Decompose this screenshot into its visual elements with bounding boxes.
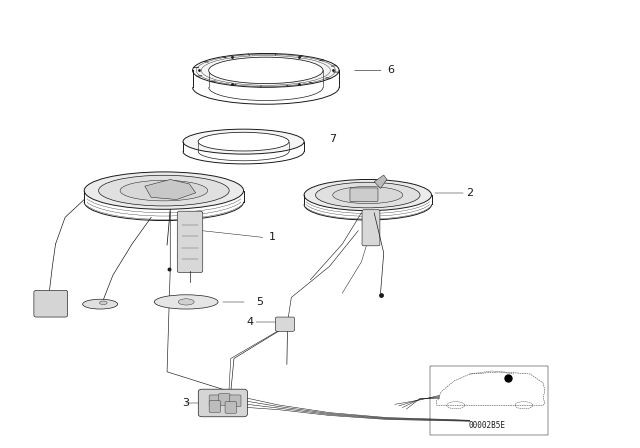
Polygon shape <box>374 175 387 188</box>
FancyBboxPatch shape <box>230 395 241 406</box>
Text: 7: 7 <box>330 134 337 144</box>
Ellipse shape <box>304 180 431 211</box>
Ellipse shape <box>198 132 289 151</box>
FancyBboxPatch shape <box>177 211 203 273</box>
Ellipse shape <box>84 172 244 209</box>
Text: 3: 3 <box>182 398 189 408</box>
Text: 4: 4 <box>246 317 253 327</box>
Ellipse shape <box>99 175 229 206</box>
Text: 2: 2 <box>467 188 474 198</box>
Text: 00002B5E: 00002B5E <box>468 421 506 430</box>
Ellipse shape <box>209 57 323 84</box>
Text: 6: 6 <box>387 65 394 75</box>
Ellipse shape <box>178 299 194 305</box>
Ellipse shape <box>100 301 107 305</box>
FancyBboxPatch shape <box>350 188 378 202</box>
Ellipse shape <box>193 53 339 87</box>
Text: 5: 5 <box>256 297 263 307</box>
FancyBboxPatch shape <box>225 402 237 413</box>
Ellipse shape <box>183 129 304 154</box>
FancyBboxPatch shape <box>209 395 221 406</box>
Ellipse shape <box>154 295 218 309</box>
Ellipse shape <box>83 299 118 309</box>
Bar <box>430 366 548 435</box>
FancyBboxPatch shape <box>275 317 294 332</box>
Ellipse shape <box>120 181 208 201</box>
FancyBboxPatch shape <box>362 210 380 246</box>
Ellipse shape <box>333 186 403 204</box>
Polygon shape <box>145 180 196 199</box>
Text: 1: 1 <box>269 233 276 242</box>
FancyBboxPatch shape <box>209 401 221 412</box>
FancyBboxPatch shape <box>198 389 247 417</box>
Ellipse shape <box>316 182 420 208</box>
FancyBboxPatch shape <box>34 290 68 317</box>
FancyBboxPatch shape <box>219 394 230 405</box>
